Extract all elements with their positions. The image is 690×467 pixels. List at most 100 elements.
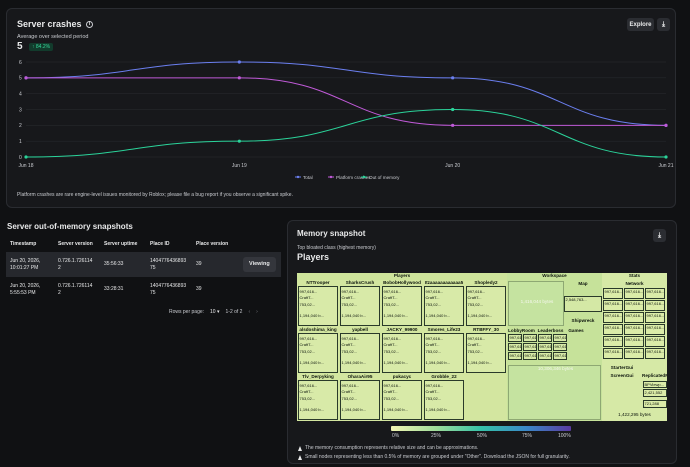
node-label: 997,616... bbox=[467, 335, 486, 341]
workspace-node[interactable]: 997,616... bbox=[553, 352, 567, 360]
y-tick-label: 2 bbox=[19, 123, 22, 129]
y-tick-label: 4 bbox=[19, 91, 22, 97]
node-label: 753,02... bbox=[341, 348, 358, 354]
stats-node[interactable]: 997,616... bbox=[645, 324, 665, 335]
stats-node[interactable]: 997,616... bbox=[624, 300, 644, 311]
stats-node[interactable]: 997,616... bbox=[624, 348, 644, 359]
node-label: 753,02... bbox=[383, 348, 400, 354]
workspace-node[interactable]: 997,616... bbox=[538, 352, 552, 360]
stats-node[interactable]: 997,616... bbox=[645, 336, 665, 347]
workspace-bytes: 1,416,044 bytes bbox=[520, 299, 554, 304]
memory-note-approx: The memory consumption represents relati… bbox=[298, 445, 478, 451]
workspace-node[interactable]: 997,616... bbox=[553, 334, 567, 342]
node-label: 753,02... bbox=[425, 301, 442, 307]
workspace-node[interactable]: 997,616... bbox=[553, 343, 567, 351]
table-row[interactable]: Jun 20, 2026, 10:01:27 PM 0.726.1.726114 2… bbox=[6, 252, 281, 277]
treemap-workspace[interactable]: Workspace 1,416,044 bytes Map 2,548,763.… bbox=[507, 273, 602, 421]
player-memory-node[interactable]: 997,616... CraftT... 753,02... 1,194,040 b.… bbox=[424, 333, 464, 373]
workspace-node[interactable]: 997,616... bbox=[523, 352, 537, 360]
workspace-node[interactable]: 997,616... bbox=[523, 343, 537, 351]
stats-node[interactable]: 997,616... bbox=[603, 348, 623, 359]
map-bytes[interactable]: 2,548,763... bbox=[564, 296, 602, 312]
stats-node[interactable]: 997,616... bbox=[603, 312, 623, 323]
workspace-node[interactable]: 997,616... bbox=[508, 352, 522, 360]
player-memory-node[interactable]: 997,616... CraftT... 753,02... 1,194,040 b.… bbox=[340, 380, 380, 420]
explore-button[interactable]: Explore bbox=[627, 18, 654, 31]
player-label: Itzaaaaaaaaaaaa5 bbox=[424, 280, 464, 285]
big-node-bytes: 10,306,346 bytes bbox=[537, 366, 574, 371]
player-memory-node[interactable]: 997,616... CraftT... 753,02... 1,194,040 b.… bbox=[298, 380, 338, 420]
player-memory-node[interactable]: 997,616... CraftT... 753,02... 1,194,040 b.… bbox=[382, 380, 422, 420]
viewing-button[interactable]: Viewing bbox=[243, 257, 276, 272]
stats-node[interactable]: 997,616... bbox=[603, 336, 623, 347]
stats-node[interactable]: 997,616... bbox=[645, 300, 665, 311]
memory-download-button[interactable]: ⤓ bbox=[653, 229, 666, 242]
player-memory-node[interactable]: 997,616... CraftT... 753,02... 1,194,040 b.… bbox=[298, 333, 338, 373]
workspace-node[interactable]: 997,616... bbox=[538, 334, 552, 342]
stats-node[interactable]: 997,616... bbox=[624, 312, 644, 323]
node-label: 997,616... bbox=[425, 382, 444, 388]
player-memory-node[interactable]: 997,616... CraftT... 753,02... 1,194,040 b.… bbox=[466, 286, 506, 326]
bpview-bytes[interactable]: 721,288 b... bbox=[643, 400, 667, 408]
stats-node[interactable]: 997,616... bbox=[624, 324, 644, 335]
stats-node[interactable]: 997,616... bbox=[603, 300, 623, 311]
col-server-uptime: Server uptime bbox=[104, 240, 138, 247]
memory-title: Memory snapshot bbox=[297, 229, 366, 238]
node-label: 997,616... bbox=[425, 288, 444, 294]
node-label: 997,616... bbox=[299, 382, 318, 388]
version-tail: 2 bbox=[58, 289, 61, 296]
player-memory-node[interactable]: 997,616... CraftT... 753,02... 1,194,040 b.… bbox=[340, 286, 380, 326]
replicated-bytes[interactable]: 2,421,552 ... bbox=[643, 389, 667, 397]
timestamp-time: 10:01:27 PM bbox=[10, 264, 39, 271]
node-label: 997,616... bbox=[425, 335, 444, 341]
replicated-label: ReplicatedF bbox=[642, 373, 667, 378]
stats-node[interactable]: 997,616... bbox=[603, 324, 623, 335]
starter-bytes: 1,422,295 bytes bbox=[618, 412, 651, 417]
prev-page-icon[interactable]: ‹ bbox=[248, 309, 251, 315]
player-memory-node[interactable]: 997,616... CraftT... 753,02... 1,194,040 b.… bbox=[466, 333, 506, 373]
workspace-main-node[interactable]: 1,416,044 bytes bbox=[508, 281, 564, 326]
node-label: 753,02... bbox=[341, 395, 358, 401]
player-label: Grobble_22 bbox=[431, 374, 457, 379]
stats-node[interactable]: 997,616... bbox=[645, 312, 665, 323]
stats-node[interactable]: 997,616... bbox=[624, 336, 644, 347]
node-label: CraftT... bbox=[299, 389, 314, 395]
player-memory-node[interactable]: 997,616... CraftT... 753,02... 1,194,040 b.… bbox=[424, 286, 464, 326]
workspace-node[interactable]: 997,616... bbox=[508, 343, 522, 351]
player-label: Tlv_Derpyking bbox=[302, 374, 334, 379]
stats-node[interactable]: 997,616... bbox=[645, 348, 665, 359]
treemap-stats[interactable]: Stats Network 997,616... 997,616... 997,61… bbox=[602, 273, 667, 421]
player-memory-node[interactable]: 997,616... CraftT... 753,02... 1,194,040 b.… bbox=[340, 333, 380, 373]
next-page-icon[interactable]: › bbox=[256, 309, 258, 315]
stats-node[interactable]: 997,616... bbox=[603, 288, 623, 299]
player-memory-node[interactable]: 997,616... CraftT... 753,02... 1,194,040 b.… bbox=[382, 333, 422, 373]
place-id-part: 14047764368 bbox=[150, 257, 181, 264]
legend-label: Platform crashes bbox=[336, 175, 371, 180]
workspace-node[interactable]: 997,616... bbox=[538, 343, 552, 351]
workspace-big-node[interactable]: 10,306,346 bytes bbox=[508, 365, 601, 420]
table-row[interactable]: Jun 20, 2026, 5:55:53 PM 0.726.1.726114 2 … bbox=[6, 277, 281, 302]
memory-treemap: Players NTTrooper SharksCrush BobobHolly… bbox=[297, 273, 667, 421]
rows-per-page-select[interactable]: 10 ▾ bbox=[210, 309, 219, 315]
player-memory-node[interactable]: 997,616... CraftT... 753,02... 1,194,040 b.… bbox=[424, 380, 464, 420]
node-label: CraftT... bbox=[299, 295, 314, 301]
stats-node[interactable]: 997,616... bbox=[645, 288, 665, 299]
cell-server-version: 0.726.1.726114 2 bbox=[54, 277, 100, 302]
player-memory-node[interactable]: 997,616... CraftT... 753,02... 1,194,040 b.… bbox=[382, 286, 422, 326]
bpviewp-label[interactable]: BPViewp... bbox=[643, 381, 667, 388]
legend-marker bbox=[329, 175, 333, 179]
player-memory-node[interactable]: 997,616... CraftT... 753,02... 1,194,040 b.… bbox=[298, 286, 338, 326]
stats-node[interactable]: 997,616... bbox=[624, 288, 644, 299]
download-button[interactable]: ⤓ bbox=[657, 18, 670, 31]
col-timestamp: Timestamp bbox=[10, 240, 37, 247]
legend-label: Out of memory bbox=[369, 175, 400, 180]
workspace-node[interactable]: 997,616... bbox=[508, 334, 522, 342]
cell-place-version: 39 bbox=[196, 261, 202, 267]
workspace-node[interactable]: 997,616... bbox=[523, 334, 537, 342]
info-icon[interactable]: i bbox=[86, 21, 94, 29]
data-point bbox=[664, 123, 668, 127]
treemap-players[interactable]: Players NTTrooper SharksCrush BobobHolly… bbox=[297, 273, 507, 421]
warning-icon bbox=[298, 454, 302, 460]
scale-tick: 100% bbox=[558, 433, 571, 439]
memory-subtitle: Top bloated class (highest memory) bbox=[297, 245, 376, 251]
